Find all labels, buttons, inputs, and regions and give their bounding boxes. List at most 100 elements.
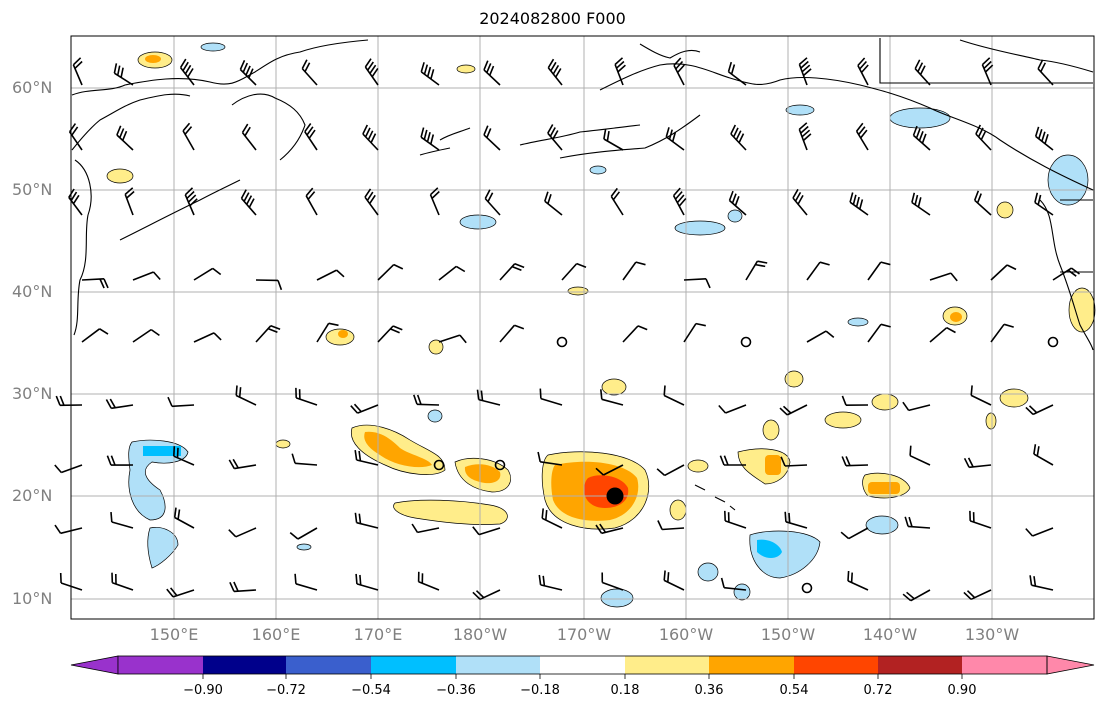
wind-barb — [855, 122, 869, 151]
wind-barb — [990, 264, 1017, 281]
wind-barb — [929, 326, 956, 343]
wind-barb — [610, 187, 624, 216]
wind-barb — [867, 261, 891, 281]
lon-label: 150°W — [760, 625, 816, 644]
lon-label: 170°E — [353, 625, 403, 644]
wind-barb — [81, 328, 109, 343]
wind-barb — [665, 127, 685, 151]
wind-barb — [538, 574, 563, 591]
lon-label: 140°W — [862, 625, 918, 644]
wind-barb — [411, 523, 440, 534]
wind-barb — [902, 589, 931, 602]
wind-barb — [784, 511, 808, 529]
wind-barb — [683, 278, 711, 289]
wind-barb — [963, 457, 992, 469]
lon-label: 150°E — [149, 625, 199, 644]
wind-barb — [857, 57, 869, 86]
wind-barb — [132, 328, 160, 343]
wind-barb — [499, 262, 525, 281]
colorbar-tick-label: 0.54 — [779, 683, 809, 698]
wind-barb — [792, 188, 808, 216]
wind-barb — [780, 456, 808, 467]
wind-barb — [600, 389, 624, 406]
wind-barb — [413, 394, 440, 406]
wind-barb — [541, 508, 563, 529]
wind-barb — [472, 589, 501, 601]
colorbar-segment — [203, 656, 286, 674]
wind-barb — [840, 527, 869, 540]
wind-barb — [806, 261, 830, 281]
wind-barb — [1034, 126, 1054, 151]
wind-barb — [601, 572, 624, 591]
wind-barb — [683, 322, 706, 343]
lat-label: 10°N — [12, 589, 53, 608]
wind-barb — [294, 573, 318, 591]
wind-barb — [561, 262, 587, 281]
wind-barb — [438, 265, 466, 281]
map-frame — [70, 35, 1095, 620]
wind-barb — [730, 124, 747, 151]
calm-markers — [433, 336, 1059, 594]
wind-barb — [289, 527, 318, 540]
map-title: 2024082800 F000 — [479, 9, 626, 28]
colorbar-segment — [118, 656, 203, 674]
wind-barb — [929, 272, 958, 282]
wind-barb — [806, 330, 835, 343]
colorbar-extend-low — [70, 655, 119, 675]
wind-barb — [911, 192, 931, 216]
wind-barb — [240, 189, 257, 216]
colorbar — [70, 655, 1095, 679]
wind-barb — [106, 455, 134, 466]
wind-barb — [255, 324, 281, 343]
wind-barb — [179, 58, 195, 86]
wind-barb — [355, 573, 379, 591]
wind-barb — [1029, 575, 1054, 591]
lat-label: 40°N — [12, 282, 53, 301]
wind-barb — [1025, 527, 1054, 537]
wind-barb — [657, 520, 685, 531]
wind-barb — [663, 385, 685, 406]
wind-barb — [377, 325, 403, 343]
wind-barb — [547, 124, 563, 151]
wind-barb — [798, 122, 812, 151]
contour-fills — [106, 42, 1096, 608]
wind-barb — [364, 188, 379, 216]
lon-label: 160°E — [251, 625, 301, 644]
wind-barb — [173, 507, 195, 529]
lat-label: 30°N — [12, 384, 53, 403]
wind-barb — [364, 58, 379, 86]
colorbar-tick-label: 0.90 — [947, 683, 977, 698]
colorbar-segment — [962, 656, 1047, 674]
wind-barb — [72, 57, 83, 86]
wind-barb — [547, 58, 563, 86]
lon-label: 170°W — [556, 625, 612, 644]
wind-barb — [420, 127, 440, 151]
wind-barb — [354, 449, 379, 466]
lon-label: 180°W — [452, 625, 508, 644]
colorbar-segment — [878, 656, 962, 674]
wind-barb — [184, 187, 198, 216]
wind-barb — [110, 512, 134, 529]
colorbar-segment — [371, 656, 456, 674]
lat-label: 20°N — [12, 486, 53, 505]
colorbar-tick-label: −0.90 — [183, 683, 223, 698]
wind-barb — [182, 122, 195, 151]
wind-barb — [990, 323, 1014, 343]
wind-barb — [1033, 444, 1054, 466]
colorbar-segment — [286, 656, 371, 674]
wind-barb — [113, 63, 134, 86]
wind-barb — [377, 263, 404, 281]
wind-barb — [841, 395, 869, 406]
wind-barb — [969, 510, 992, 529]
wind-barb — [595, 464, 624, 476]
wind-barb — [867, 323, 891, 343]
wind-barb — [672, 187, 687, 216]
colorbar-tick-label: −0.36 — [436, 683, 476, 698]
wind-barb — [719, 455, 746, 466]
wind-barb — [420, 62, 440, 86]
colorbar-tick-label: 0.18 — [610, 683, 640, 698]
coastlines — [71, 38, 1094, 511]
wind-barb — [537, 451, 563, 466]
storm-center-marker — [606, 487, 624, 505]
